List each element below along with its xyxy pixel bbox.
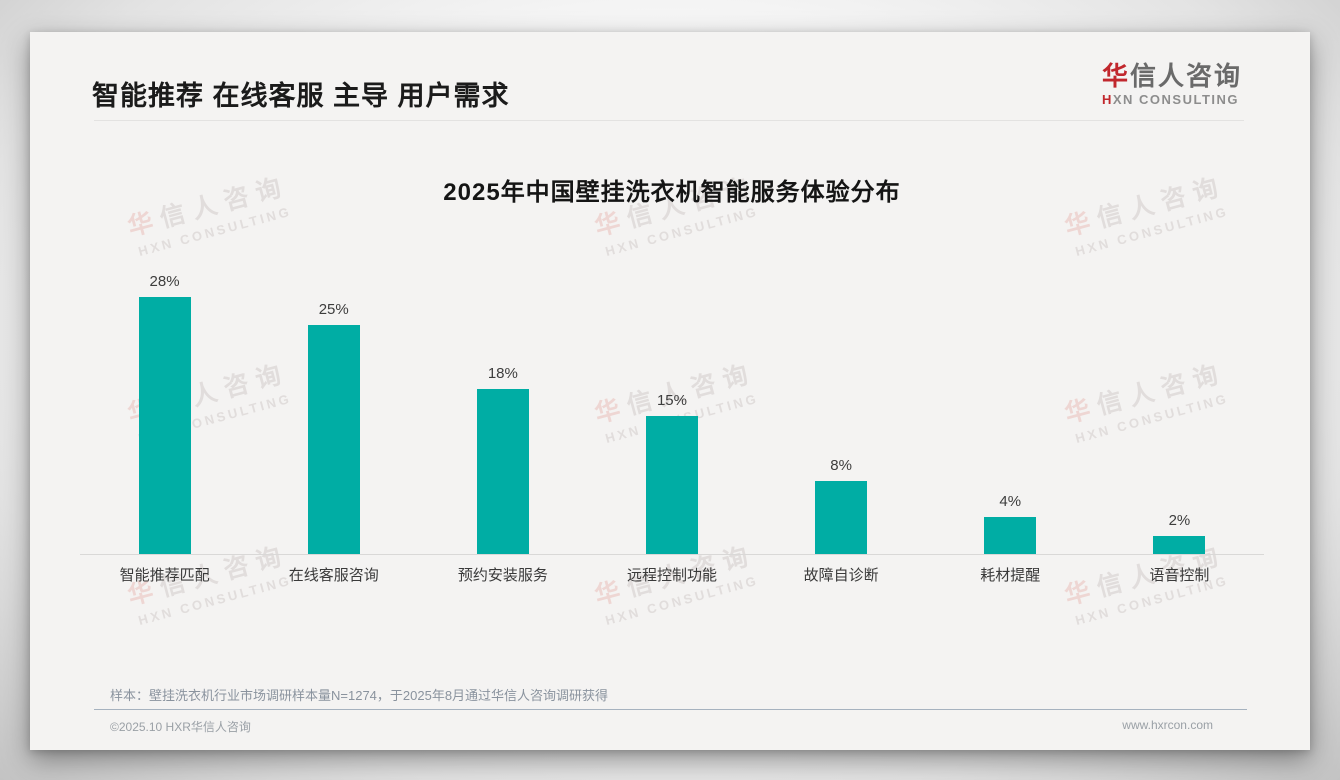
bar-value-label: 18% [487,364,518,382]
x-axis-label: 耗材提醒 [980,567,1041,584]
sample-note: 样本：壁挂洗衣机行业市场调研样本量N=1274，于2025年8月通过华信人咨询调… [110,688,609,703]
bar-column: 4% [926,269,1095,554]
chart-title: 2025年中国壁挂洗衣机智能服务体验分布 [443,179,901,206]
footer-divider [94,709,1247,710]
bar-value-label: 28% [149,272,180,290]
bar [307,324,360,554]
bar [815,480,868,554]
bar-value-label: 25% [318,300,349,318]
x-axis-labels: 智能推荐匹配 在线客服咨询 预约安装服务 远程控制功能 故障自诊断 耗材提醒 语音控制 [80,564,1264,585]
watermark-line2: HXN CONSULTING [136,203,294,260]
bar-value-label: 8% [830,456,852,474]
logo-tagline-highlight: H [1101,92,1113,107]
x-axis-label: 预约安装服务 [457,567,548,584]
logo-name-highlight: 华 [1101,61,1130,91]
bar-column: 2% [1095,269,1264,554]
bar-column: 25% [249,269,418,554]
x-axis-label: 语音控制 [1149,567,1210,584]
bar [984,517,1037,554]
bar-column: 15% [587,269,756,554]
x-axis-line [80,554,1264,555]
logo-name: 华信人咨询 [1102,60,1242,92]
footer: ©2025.10 HXR华信人咨询 www.hxrcon.com [110,718,1213,735]
bar [1153,535,1206,554]
company-logo: 华信人咨询 HXN CONSULTING [1102,60,1242,107]
bar-value-label: 15% [656,392,687,410]
bar-column: 18% [418,269,587,554]
x-axis-label: 在线客服咨询 [288,567,379,584]
bar-column: 28% [80,269,249,554]
x-axis-label: 智能推荐匹配 [119,567,210,584]
logo-tagline-rest: XN CONSULTING [1112,92,1240,107]
logo-name-rest: 信人咨询 [1129,61,1242,91]
bar [138,296,191,554]
bar [476,388,529,554]
header-divider [94,120,1244,121]
page-title: 智能推荐 在线客服 主导 用户需求 [92,81,510,111]
bar-chart: 28% 25% 18% 15% 8% 4% 2% [80,269,1264,554]
watermark-line2: HXN CONSULTING [1073,203,1231,260]
x-axis-label: 远程控制功能 [626,567,717,584]
logo-tagline: HXN CONSULTING [1102,92,1242,107]
slide-card: 智能推荐 在线客服 主导 用户需求 华信人咨询 HXN CONSULTING 华… [30,32,1310,750]
bar-column: 8% [757,269,926,554]
bar-value-label: 4% [999,493,1022,511]
watermark-line2: HXN CONSULTING [603,203,761,260]
footer-website: www.hxrcon.com [1122,718,1213,732]
bar [645,416,698,554]
bar-value-label: 2% [1168,511,1191,529]
x-axis-label: 故障自诊断 [803,567,879,584]
footer-copyright: ©2025.10 HXR华信人咨询 [110,720,251,734]
